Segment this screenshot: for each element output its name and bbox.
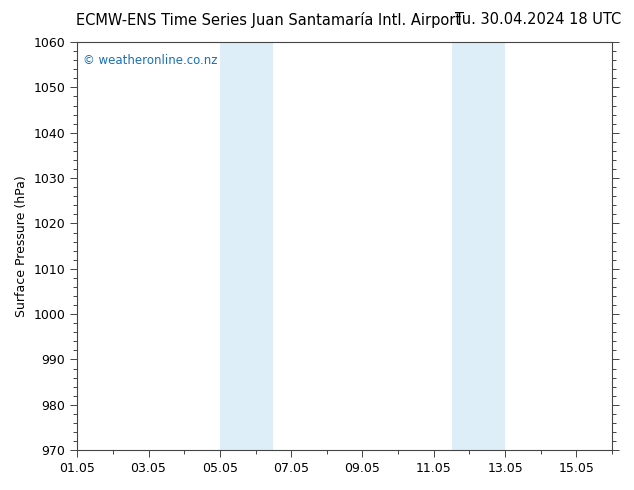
Text: © weatheronline.co.nz: © weatheronline.co.nz	[82, 54, 217, 67]
Text: Tu. 30.04.2024 18 UTC: Tu. 30.04.2024 18 UTC	[455, 12, 621, 27]
Bar	[220, 42, 273, 450]
Y-axis label: Surface Pressure (hPa): Surface Pressure (hPa)	[15, 175, 28, 317]
Bar	[451, 42, 505, 450]
Text: ECMW-ENS Time Series Juan Santamaría Intl. Airport: ECMW-ENS Time Series Juan Santamaría Int…	[76, 12, 461, 28]
